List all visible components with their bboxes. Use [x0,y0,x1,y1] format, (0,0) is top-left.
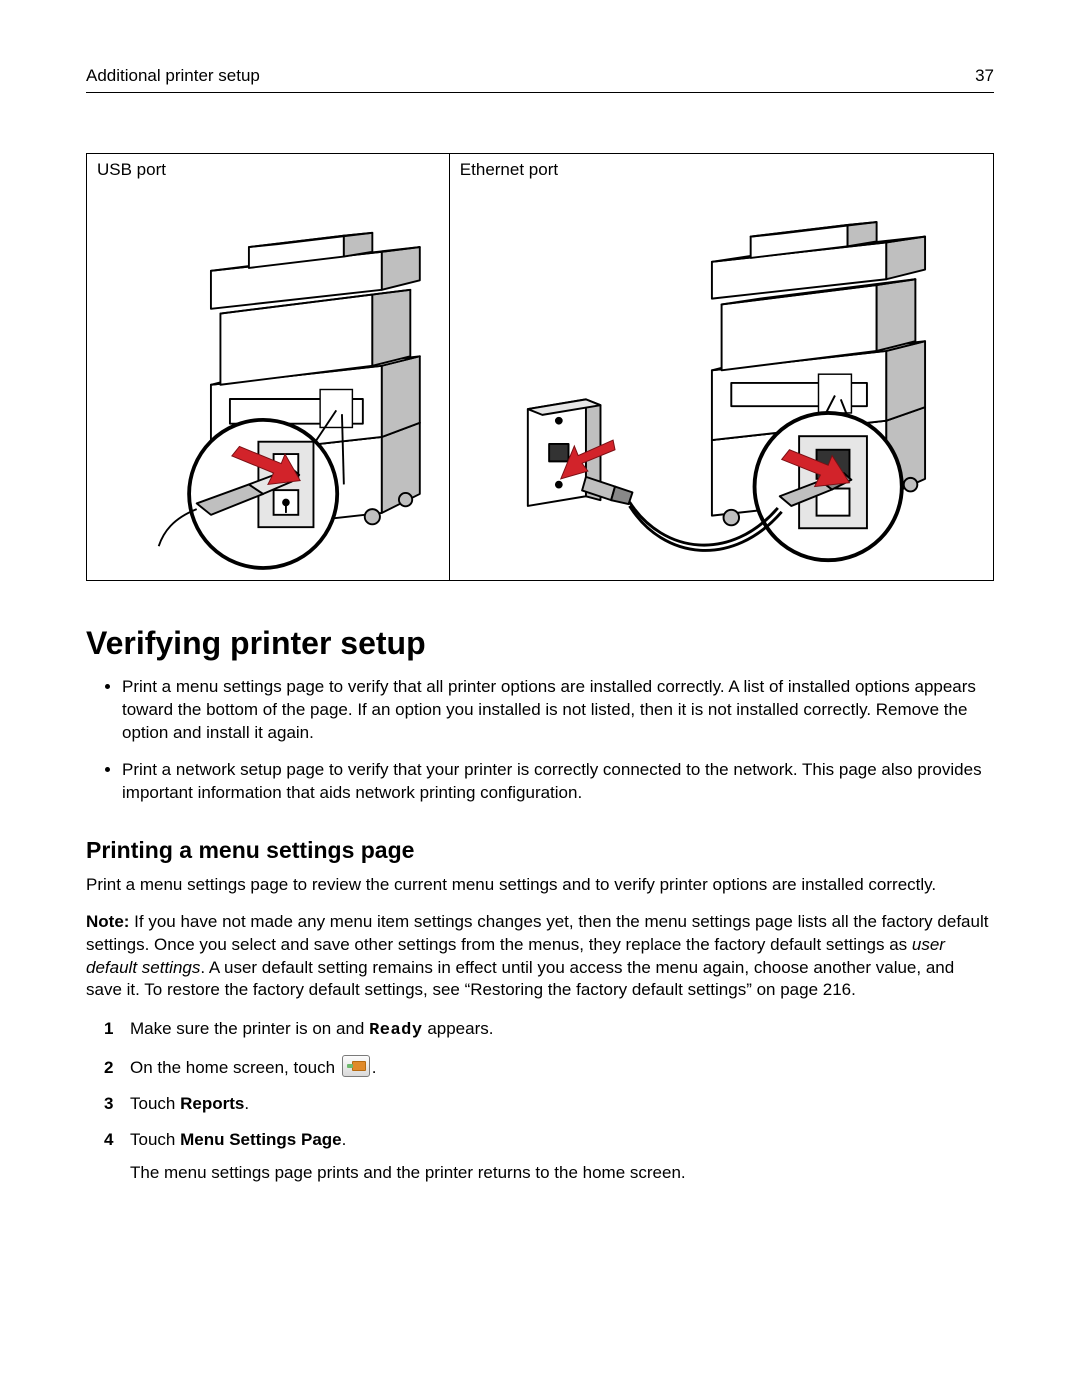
step-4-menu-settings-page: Menu Settings Page [180,1130,342,1149]
step-4-followup: The menu settings page prints and the pr… [130,1160,994,1186]
note-label: Note: [86,912,129,931]
intro-paragraph: Print a menu settings page to review the… [86,874,994,897]
ethernet-port-label: Ethernet port [450,154,993,184]
step-2: On the home screen, touch . [122,1055,994,1081]
verify-bullet-list: Print a menu settings page to verify tha… [104,676,994,805]
port-illustration-table: USB port [86,153,994,581]
usb-port-label: USB port [87,154,449,184]
step-1-ready: Ready [369,1021,423,1040]
verify-bullet-1: Print a menu settings page to verify tha… [122,676,994,745]
step-4-text-a: Touch [130,1130,180,1149]
step-1-text-b: appears. [423,1019,494,1038]
running-header-section: Additional printer setup [86,66,260,86]
steps-list: Make sure the printer is on and Ready ap… [104,1016,994,1186]
running-header: Additional printer setup 37 [86,66,994,93]
step-3-text-b: . [244,1094,249,1113]
step-3-text-a: Touch [130,1094,180,1113]
note-paragraph: Note: If you have not made any menu item… [86,911,994,1003]
step-3: Touch Reports. [122,1091,994,1117]
step-1: Make sure the printer is on and Ready ap… [122,1016,994,1044]
usb-port-illustration [97,190,439,570]
step-2-text-a: On the home screen, touch [130,1058,340,1077]
ethernet-port-figure [450,184,993,580]
step-4: Touch Menu Settings Page. The menu setti… [122,1127,994,1186]
heading-printing-menu-settings: Printing a menu settings page [86,837,994,864]
running-header-page-number: 37 [975,66,994,86]
step-4-text-b: . [342,1130,347,1149]
usb-port-figure [87,184,449,580]
home-menu-icon [342,1055,370,1077]
step-2-text-b: . [372,1058,377,1077]
note-text-a: If you have not made any menu item setti… [86,912,988,954]
step-3-reports: Reports [180,1094,244,1113]
verify-bullet-2: Print a network setup page to verify tha… [122,759,994,805]
heading-verifying-printer-setup: Verifying printer setup [86,625,994,662]
manual-page: Additional printer setup 37 USB port [0,0,1080,1397]
ethernet-port-illustration [460,190,983,570]
step-1-text-a: Make sure the printer is on and [130,1019,369,1038]
note-text-b: . A user default setting remains in effe… [86,958,954,1000]
